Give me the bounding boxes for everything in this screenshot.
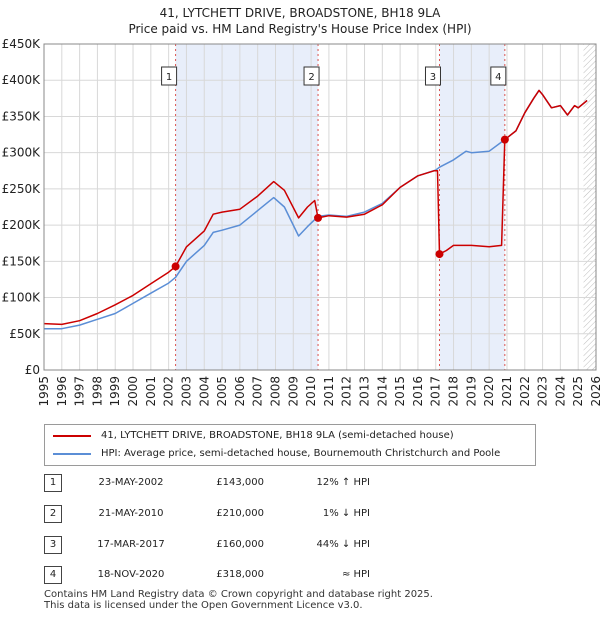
x-tick-label: 2007 [251, 376, 265, 407]
x-tick-label: 1997 [73, 376, 87, 407]
y-tick-label: £300K [2, 146, 42, 160]
sale-point [314, 213, 323, 222]
hatched-region [583, 44, 596, 370]
sale-label-box [490, 66, 507, 86]
y-tick-label: £50K [9, 327, 41, 341]
y-tick-label: £250K [2, 182, 42, 196]
sale-label-number: 2 [308, 72, 314, 83]
sale-point [435, 250, 444, 259]
x-tick-label: 2006 [233, 376, 247, 407]
shaded-period [175, 44, 319, 370]
sale-label-number: 3 [430, 72, 436, 83]
x-tick-label: 2018 [447, 376, 461, 407]
y-tick-label: £350K [2, 109, 42, 123]
sale-label-number: 4 [495, 72, 501, 83]
y-tick-label: £100K [2, 291, 42, 305]
sale-hpi-comparison: 44% ↓ HPI [316, 539, 370, 550]
x-tick-label: 2010 [304, 376, 318, 407]
x-tick-label: 2002 [162, 376, 176, 407]
x-tick-label: 2019 [464, 376, 478, 407]
x-tick-label: 2023 [536, 376, 550, 407]
sale-date: 18-NOV-2020 [97, 569, 165, 580]
x-tick-label: 2008 [268, 376, 282, 407]
sale-point [500, 135, 509, 144]
footer-attribution: Contains HM Land Registry data © Crown c… [44, 589, 433, 611]
x-tick-label: 2005 [215, 376, 229, 407]
sale-price: £143,000 [216, 477, 264, 488]
sale-price: £160,000 [216, 539, 264, 550]
legend: 41, LYTCHETT DRIVE, BROADSTONE, BH18 9LA… [44, 424, 536, 466]
sale-row: 3 17-MAR-2017 £160,000 44% ↓ HPI [44, 536, 564, 554]
sale-label-number: 1 [166, 72, 172, 83]
y-tick-label: £150K [2, 254, 42, 268]
sale-label-box [303, 66, 320, 86]
x-tick-label: 1998 [90, 376, 104, 407]
x-tick-label: 2015 [393, 376, 407, 407]
chart-title-address: 41, LYTCHETT DRIVE, BROADSTONE, BH18 9LA [159, 6, 441, 20]
x-tick-label: 2026 [589, 376, 600, 407]
x-tick-label: 2017 [429, 376, 443, 407]
x-tick-label: 2020 [482, 376, 496, 407]
y-tick-label: £450K [2, 37, 42, 51]
sale-row: 2 21-MAY-2010 £210,000 1% ↓ HPI [44, 505, 564, 523]
sale-number-badge: 3 [44, 536, 62, 554]
x-tick-label: 2014 [375, 376, 389, 407]
legend-label-property: 41, LYTCHETT DRIVE, BROADSTONE, BH18 9LA… [101, 430, 454, 441]
sale-point [171, 262, 180, 271]
footer-copyright: Contains HM Land Registry data © Crown c… [44, 589, 433, 600]
x-tick-label: 2024 [553, 376, 567, 407]
chart-subtitle: Price paid vs. HM Land Registry's House … [128, 22, 472, 36]
x-tick-label: 2013 [358, 376, 372, 407]
sale-label-box [161, 66, 178, 86]
sale-label-box [424, 66, 441, 86]
plot-border [43, 43, 597, 371]
sale-price: £210,000 [216, 508, 264, 519]
sale-number-badge: 2 [44, 505, 62, 523]
legend-label-hpi: HPI: Average price, semi-detached house,… [101, 448, 501, 459]
price-chart: £0 £50K £100K £150K £200K £250K £300K £350K £400… [2, 37, 600, 407]
x-tick-label: 2021 [500, 376, 514, 407]
legend-swatch-hpi [53, 453, 91, 455]
x-tick-label: 2011 [322, 376, 336, 407]
y-tick-label: £200K [2, 218, 42, 232]
y-tick-label: £400K [2, 73, 42, 87]
x-tick-label: 2022 [518, 376, 532, 407]
sale-date: 17-MAR-2017 [97, 539, 165, 550]
sale-date: 21-MAY-2010 [98, 508, 164, 519]
plot-area [44, 44, 596, 370]
sale-hpi-comparison: 1% ↓ HPI [322, 508, 370, 519]
sale-price: £318,000 [216, 569, 264, 580]
sale-number-badge: 4 [44, 566, 62, 584]
x-tick-label: 1995 [37, 376, 51, 407]
sale-hpi-comparison: 12% ↑ HPI [316, 477, 370, 488]
legend-swatch-property [53, 435, 91, 437]
x-tick-label: 2000 [126, 376, 140, 407]
sale-hpi-comparison: ≈ HPI [341, 569, 370, 580]
x-tick-label: 2004 [197, 376, 211, 407]
x-tick-label: 2012 [340, 376, 354, 407]
x-tick-label: 2025 [571, 376, 585, 407]
x-tick-label: 2001 [144, 376, 158, 407]
sale-row: 1 23-MAY-2002 £143,000 12% ↑ HPI [44, 474, 564, 492]
x-tick-label: 2009 [286, 376, 300, 407]
x-tick-label: 2016 [411, 376, 425, 407]
shaded-period [439, 44, 505, 370]
footer-licence: This data is licensed under the Open Gov… [44, 600, 363, 611]
x-tick-label: 1999 [108, 376, 122, 407]
sale-number-badge: 1 [44, 474, 62, 492]
x-tick-label: 2003 [179, 376, 193, 407]
y-tick-label: £0 [25, 363, 40, 377]
x-tick-label: 1996 [55, 376, 69, 407]
sale-date: 23-MAY-2002 [98, 477, 164, 488]
sale-row: 4 18-NOV-2020 £318,000 ≈ HPI [44, 566, 564, 584]
